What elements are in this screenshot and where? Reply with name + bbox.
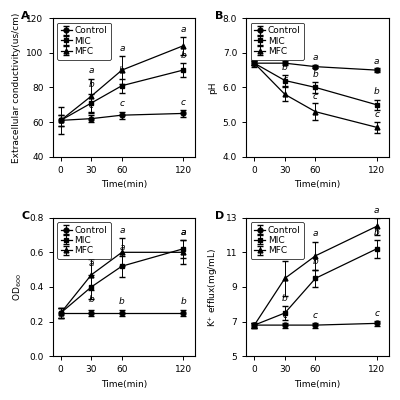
Legend: Control, MIC, MFC: Control, MIC, MFC [57, 222, 110, 259]
Legend: Control, MIC, MFC: Control, MIC, MFC [57, 23, 110, 60]
Text: c: c [374, 110, 379, 119]
Text: a: a [374, 57, 380, 66]
Text: b: b [119, 297, 125, 306]
Text: c: c [89, 101, 94, 110]
Text: a: a [88, 66, 94, 75]
Text: b: b [313, 257, 318, 266]
Text: a: a [313, 53, 318, 62]
Text: b: b [282, 294, 288, 302]
Text: b: b [88, 80, 94, 89]
Text: c: c [282, 75, 288, 84]
Text: b: b [374, 228, 380, 237]
Text: a: a [119, 226, 125, 235]
Text: b: b [119, 66, 125, 75]
Text: a: a [88, 259, 94, 268]
Text: c: c [313, 92, 318, 101]
X-axis label: Time(min): Time(min) [294, 180, 341, 189]
X-axis label: Time(min): Time(min) [101, 380, 147, 389]
Text: c: c [313, 311, 318, 320]
Text: C: C [21, 211, 29, 221]
X-axis label: Time(min): Time(min) [101, 180, 147, 189]
Text: c: c [282, 311, 288, 320]
Text: a: a [374, 206, 380, 215]
Text: D: D [215, 211, 224, 221]
Text: a: a [180, 228, 186, 237]
Text: a: a [180, 228, 186, 237]
Text: c: c [119, 99, 124, 108]
Text: b: b [282, 63, 288, 72]
Y-axis label: OD$_{600}$: OD$_{600}$ [11, 273, 24, 301]
Text: a: a [180, 25, 186, 34]
Text: b: b [180, 297, 186, 306]
Text: b: b [180, 51, 186, 60]
Legend: Control, MIC, MFC: Control, MIC, MFC [251, 23, 304, 60]
Text: a: a [119, 44, 125, 53]
Text: b: b [313, 70, 318, 79]
Text: a: a [313, 230, 318, 238]
Text: a: a [88, 247, 94, 256]
Text: a: a [119, 243, 125, 252]
Text: b: b [374, 87, 380, 96]
Text: b: b [88, 295, 94, 304]
Text: A: A [21, 11, 30, 21]
Text: B: B [215, 11, 223, 21]
Text: a: a [282, 50, 288, 59]
X-axis label: Time(min): Time(min) [294, 380, 341, 389]
Text: a: a [282, 247, 288, 256]
Legend: Control, MIC, MFC: Control, MIC, MFC [251, 222, 304, 259]
Text: c: c [180, 98, 186, 106]
Y-axis label: pH: pH [208, 81, 217, 94]
Y-axis label: K$^{+}$ efflux(mg/mL): K$^{+}$ efflux(mg/mL) [206, 247, 220, 327]
Text: c: c [374, 309, 379, 318]
Y-axis label: Extracellular conductivity(us/cm): Extracellular conductivity(us/cm) [12, 12, 21, 163]
